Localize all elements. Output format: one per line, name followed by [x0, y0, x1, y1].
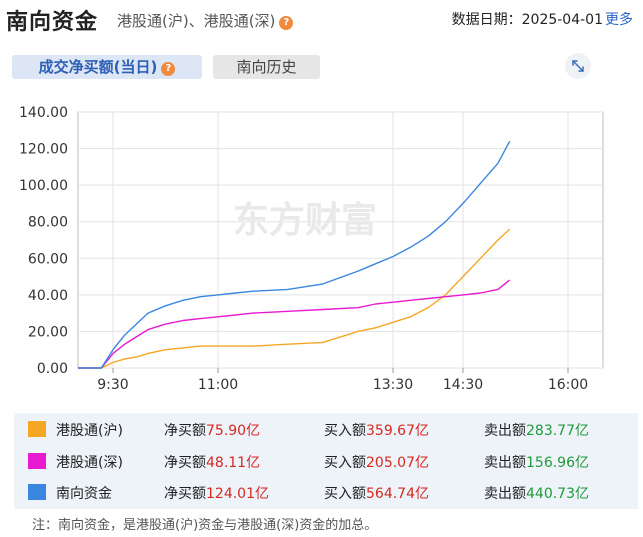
x-tick-label: 11:00: [198, 377, 238, 393]
chart-series: [78, 140, 511, 369]
series-line-2: [78, 140, 511, 369]
expand-button[interactable]: [565, 53, 591, 79]
date-label: 数据日期：: [451, 12, 522, 28]
net-buy-sz: 净买额48.11亿: [164, 455, 261, 471]
legend-row-sz: 港股通(深) 净买额48.11亿 买入额205.07亿 卖出额156.96亿: [14, 446, 638, 476]
date-value: 2025-04-01: [521, 12, 603, 28]
tab-net-buy-today-label: 成交净买额(当日): [38, 58, 158, 76]
y-axis-ticks: 0.00 20.00 40.00 60.00 80.00 100.00 120.00 140.…: [19, 105, 68, 377]
more-link[interactable]: 更多: [605, 12, 633, 28]
y-tick-label: 40.00: [28, 288, 68, 304]
x-tick-label: 14:30: [443, 377, 483, 393]
tab-help-icon[interactable]: ?: [161, 62, 176, 76]
x-tick-label: 9:30: [97, 377, 128, 393]
header: 南向资金 港股通(沪)、港股通(深)? 数据日期：2025-04-01 更多: [0, 0, 643, 40]
x-axis-ticks: 9:30 11:00 13:30 14:30 16:00: [97, 377, 588, 393]
sell-total: 卖出额440.73亿: [484, 486, 589, 502]
y-tick-label: 0.00: [37, 361, 68, 377]
legend-table: 港股通(沪) 净买额75.90亿 买入额359.67亿 卖出额283.77亿 港…: [14, 413, 638, 509]
subtitle: 港股通(沪)、港股通(深)?: [117, 10, 294, 31]
buy-total: 买入额564.74亿: [324, 486, 429, 502]
x-tick-label: 16:00: [548, 377, 588, 393]
buy-sz: 买入额205.07亿: [324, 455, 429, 471]
footnote: 注：南向资金，是港股通(沪)资金与港股通(深)资金的加总。: [32, 518, 378, 533]
net-buy-total: 净买额124.01亿: [164, 486, 269, 502]
chart-grid: [77, 111, 604, 373]
tab-net-buy-today[interactable]: 成交净买额(当日)?: [12, 55, 202, 79]
help-icon[interactable]: ?: [279, 16, 294, 30]
tab-southbound-history[interactable]: 南向历史: [213, 55, 320, 79]
y-tick-label: 120.00: [19, 142, 68, 158]
legend-name-sh: 港股通(沪): [56, 423, 123, 439]
legend-swatch-total: [28, 484, 46, 500]
y-tick-label: 60.00: [28, 251, 68, 267]
y-tick-label: 100.00: [19, 178, 68, 194]
x-tick-label: 13:30: [373, 377, 413, 393]
net-buy-sh: 净买额75.90亿: [164, 423, 261, 439]
sell-sz: 卖出额156.96亿: [484, 455, 589, 471]
sell-sh: 卖出额283.77亿: [484, 423, 589, 439]
legend-row-sh: 港股通(沪) 净买额75.90亿 买入额359.67亿 卖出额283.77亿: [14, 414, 638, 444]
legend-name-total: 南向资金: [56, 486, 112, 502]
legend-swatch-sz: [28, 453, 46, 469]
legend-name-sz: 港股通(深): [56, 455, 123, 471]
legend-swatch-sh: [28, 421, 46, 437]
y-tick-label: 140.00: [19, 105, 68, 121]
page-title: 南向资金: [6, 10, 99, 35]
y-tick-label: 80.00: [28, 215, 68, 231]
data-date: 数据日期：2025-04-01: [452, 9, 603, 29]
series-line-1: [78, 279, 511, 369]
chart: 东方财富 0.00 20.00 40.00 60.00 80.00 100.00 120.0…: [19, 105, 604, 393]
subtitle-text: 港股通(沪)、港股通(深): [117, 12, 276, 30]
series-line-0: [78, 228, 511, 369]
expand-icon: [572, 60, 584, 72]
watermark: 东方财富: [233, 199, 377, 241]
buy-sh: 买入额359.67亿: [324, 423, 429, 439]
legend-row-total: 南向资金 净买额124.01亿 买入额564.74亿 卖出额440.73亿: [14, 477, 638, 507]
y-tick-label: 20.00: [28, 324, 68, 340]
